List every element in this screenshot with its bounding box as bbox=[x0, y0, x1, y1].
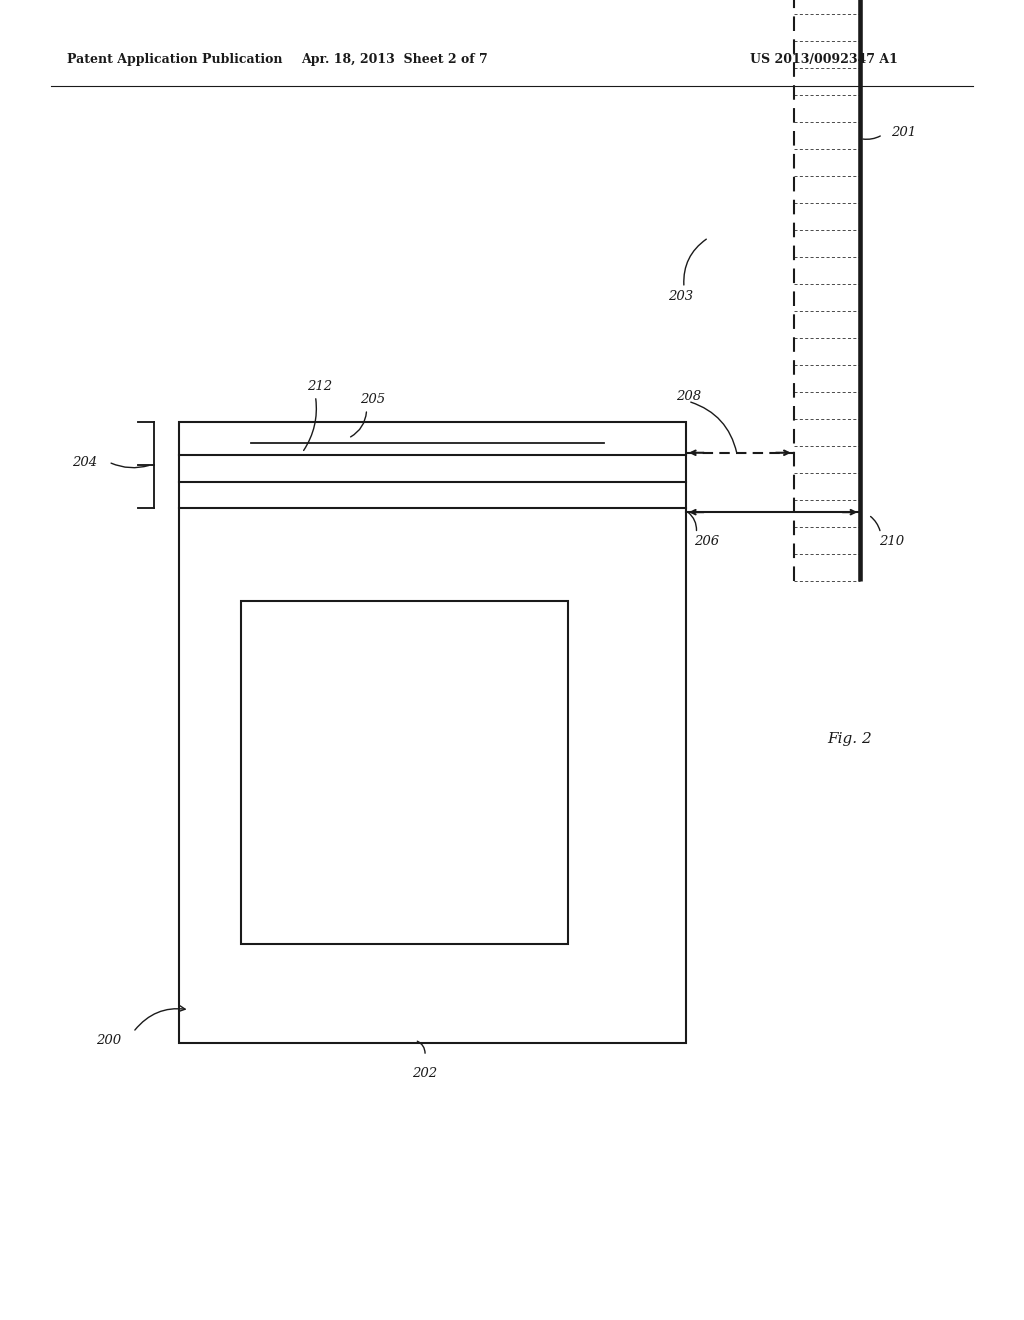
Text: Patent Application Publication: Patent Application Publication bbox=[67, 53, 282, 66]
Text: 205: 205 bbox=[360, 393, 386, 407]
Text: 206: 206 bbox=[694, 535, 720, 548]
Text: 202: 202 bbox=[413, 1067, 437, 1080]
Text: 208: 208 bbox=[676, 389, 701, 403]
Text: 201: 201 bbox=[891, 125, 916, 139]
Text: Fig. 2: Fig. 2 bbox=[827, 733, 872, 746]
Bar bbox=[241, 601, 568, 944]
Text: US 2013/0092347 A1: US 2013/0092347 A1 bbox=[751, 53, 898, 66]
Text: 200: 200 bbox=[95, 1034, 121, 1047]
Text: 204: 204 bbox=[72, 455, 97, 469]
Bar bbox=[179, 422, 686, 1043]
Text: 203: 203 bbox=[668, 290, 693, 304]
Text: 210: 210 bbox=[879, 535, 904, 548]
Text: 212: 212 bbox=[307, 380, 333, 393]
Text: Apr. 18, 2013  Sheet 2 of 7: Apr. 18, 2013 Sheet 2 of 7 bbox=[301, 53, 487, 66]
